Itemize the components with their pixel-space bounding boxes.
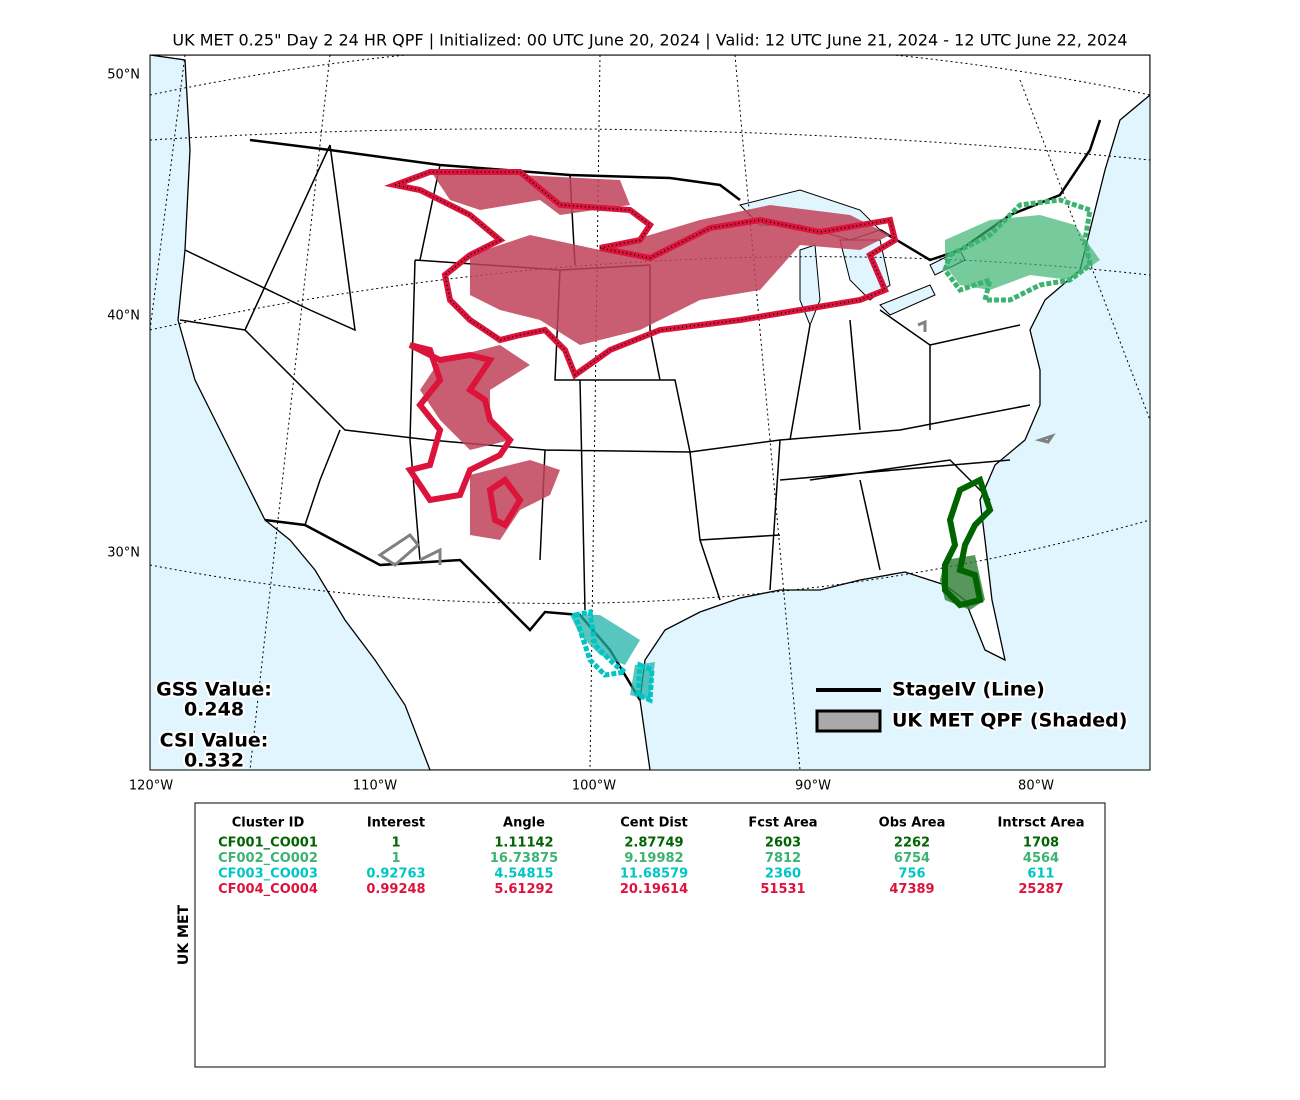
table-cell: CF004_CO004 [218, 882, 318, 897]
legend-line-label: StageIV (Line) [892, 679, 1045, 701]
table-cell: 2360 [765, 867, 801, 882]
other-obs [377, 319, 1056, 567]
lon-label: 100°W [572, 779, 616, 794]
table-cell: 25287 [1018, 882, 1063, 897]
table-frame [194, 802, 1106, 1068]
table-cell: 4564 [1023, 851, 1059, 866]
lat-label: 40°N [107, 309, 140, 324]
table-cell: 756 [898, 867, 925, 882]
table-header: Obs Area [879, 816, 946, 831]
table-cell: 2603 [765, 836, 801, 851]
map: GSS Value: 0.248 CSI Value: 0.332 StageI… [150, 55, 1150, 772]
table-cell: 51531 [760, 882, 805, 897]
table-cell: 2262 [894, 836, 930, 851]
csi-value: 0.332 [184, 750, 244, 772]
legend-shaded-label: UK MET QPF (Shaded) [892, 710, 1127, 732]
obs-cf003 [571, 609, 655, 704]
table: Cluster ID Interest Angle Cent Dist Fcst Are… [218, 816, 1084, 898]
table-cell: 16.73875 [490, 851, 558, 866]
lon-label: 110°W [353, 779, 397, 794]
legend-shaded-sample [815, 709, 882, 733]
table-side-label: UK MET [176, 904, 192, 965]
table-cell: 1 [391, 851, 400, 866]
csi-label: CSI Value: [160, 730, 269, 752]
table-header: Cent Dist [620, 816, 688, 831]
table-cell: 9.19982 [624, 851, 683, 866]
table-cell: 0.99248 [366, 882, 425, 897]
table-cell: 20.19614 [620, 882, 688, 897]
table-header: Cluster ID [232, 816, 305, 831]
table-cell: CF003_CO003 [218, 867, 318, 882]
obs-cf004 [384, 169, 899, 529]
state-borders [179, 144, 1031, 611]
lat-label: 30°N [107, 546, 140, 561]
gss-label: GSS Value: [156, 679, 272, 701]
fcst-cf004 [420, 170, 890, 540]
gss-value: 0.248 [184, 699, 244, 721]
obs-cf002 [942, 197, 1093, 303]
table-cell: 2.87749 [624, 836, 683, 851]
lat-label: 50°N [107, 68, 140, 83]
table-cell: 11.68579 [620, 867, 688, 882]
table-cell: 4.54815 [494, 867, 553, 882]
table-header: Interest [367, 816, 425, 831]
table-header: Fcst Area [748, 816, 817, 831]
table-cell: 7812 [765, 851, 801, 866]
table-cell: 611 [1027, 867, 1054, 882]
map-frame [149, 54, 1151, 771]
table-cell: 1 [391, 836, 400, 851]
table-cell: 5.61292 [494, 882, 553, 897]
table-header: Angle [503, 816, 545, 831]
table-cell: 6754 [894, 851, 930, 866]
land [150, 55, 1150, 770]
table-cell: 0.92763 [366, 867, 425, 882]
table-cell: 1.11142 [494, 836, 553, 851]
obs-cf001 [942, 475, 994, 609]
table-cell: 1708 [1023, 836, 1059, 851]
table-header: Intrsct Area [998, 816, 1085, 831]
lon-label: 120°W [129, 779, 173, 794]
title: UK MET 0.25" Day 2 24 HR QPF | Initializ… [172, 31, 1127, 50]
table-cell: CF002_CO002 [218, 851, 318, 866]
fcst-cf002 [945, 215, 1100, 290]
great-lake [879, 284, 936, 316]
lon-label: 90°W [795, 779, 831, 794]
table-cell: 47389 [889, 882, 934, 897]
lon-label: 80°W [1018, 779, 1054, 794]
table-cell: CF001_CO001 [218, 836, 318, 851]
